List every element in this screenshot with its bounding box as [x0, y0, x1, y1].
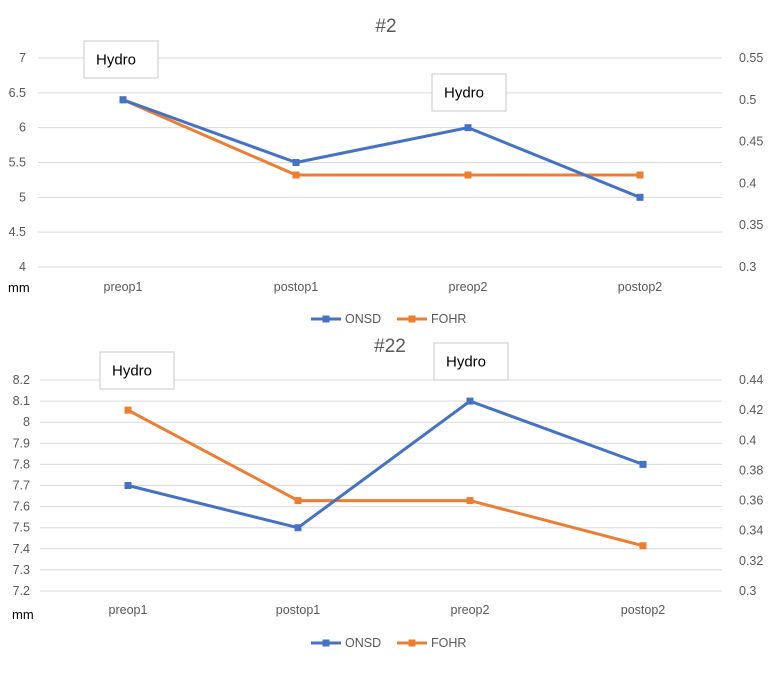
legend-item-onsd: ONSD [311, 312, 381, 326]
annotation-callout: Hydro [431, 73, 507, 112]
chart-title: #2 [375, 16, 396, 37]
y-right-tick-label: 0.45 [739, 135, 763, 149]
y-left-tick-label: 7.4 [13, 542, 30, 556]
data-point-onsd [636, 193, 644, 201]
legend-item-onsd: ONSD [311, 636, 381, 650]
y-left-tick-label: 7.3 [13, 563, 30, 577]
y-left-tick-label: 7 [19, 51, 26, 65]
y-right-tick-label: 0.4 [739, 433, 756, 447]
y-left-tick-label: 4.5 [9, 225, 26, 239]
y-left-tick-label: 6.5 [9, 86, 26, 100]
data-point-onsd [292, 159, 300, 166]
series-line-fohr [127, 408, 644, 548]
y-right-tick-label: 0.36 [739, 494, 763, 508]
annotation-box [99, 351, 175, 390]
annotation-box [83, 40, 159, 79]
y-right-tick-label: 0.4 [739, 176, 756, 190]
y-right-tick-label: 0.34 [739, 524, 763, 538]
legend-label: ONSD [345, 636, 381, 650]
y-right-tick-label: 0.32 [739, 554, 763, 568]
data-point-fohr [292, 171, 300, 179]
annotation-callout: Hydro [433, 342, 509, 381]
legend-swatch-marker [322, 315, 330, 323]
data-point-fohr [124, 406, 132, 414]
y-left-tick-label: 6 [19, 121, 26, 135]
data-point-onsd [294, 524, 302, 532]
legend: ONSD FOHR [311, 312, 466, 326]
legend: ONSD FOHR [311, 636, 466, 650]
legend-item-fohr: FOHR [397, 636, 466, 650]
y-unit-label: mm [12, 607, 34, 622]
data-point-fohr [466, 497, 474, 505]
y-right-tick-label: 0.5 [739, 93, 756, 107]
y-left-tick-label: 7.7 [13, 479, 30, 493]
legend-swatch-marker [408, 315, 416, 323]
data-point-onsd [639, 460, 647, 468]
y-left-tick-label: 4 [19, 260, 26, 274]
legend-label: FOHR [431, 636, 466, 650]
data-point-fohr [636, 171, 644, 179]
y-left-tick-label: 5 [19, 190, 26, 204]
chart-title: #22 [374, 336, 406, 357]
chart-2: #22 7.2 7.3 7.4 7.5 7.6 7.7 7.8 7.9 8 8.1 8.2 0.3 0.3… [12, 336, 763, 650]
x-category-label: postop2 [621, 603, 666, 617]
y-left-tick-label: 7.6 [13, 500, 30, 514]
y-left-tick-label: 7.5 [13, 521, 30, 535]
legend-swatch-marker [408, 639, 416, 647]
annotation-box [431, 73, 507, 112]
y-right-tick-label: 0.38 [739, 463, 763, 477]
annotation-callout: Hydro [83, 40, 159, 79]
x-category-label: postop1 [274, 280, 319, 294]
y-left-tick-label: 8.2 [13, 373, 30, 387]
annotation-callout: Hydro [99, 351, 175, 390]
y-right-tick-label: 0.44 [739, 373, 763, 387]
y-left-tick-label: 8 [23, 415, 30, 429]
data-point-onsd [119, 96, 127, 104]
legend-label: ONSD [345, 312, 381, 326]
y-left-tick-label: 7.2 [13, 584, 30, 598]
y-unit-label: mm [8, 280, 30, 295]
annotation-box [433, 342, 509, 381]
y-left-tick-label: 7.8 [13, 457, 30, 471]
y-left-tick-label: 7.9 [13, 436, 30, 450]
y-right-tick-label: 0.3 [739, 584, 756, 598]
data-point-onsd [464, 124, 472, 132]
series-line-onsd [127, 399, 644, 530]
x-category-label: postop1 [276, 603, 321, 617]
y-right-tick-label: 0.3 [739, 260, 756, 274]
annotation-label: Hydro [446, 354, 486, 371]
data-point-fohr [294, 497, 302, 505]
y-left-tick-label: 5.5 [9, 156, 26, 170]
data-point-onsd [124, 482, 132, 489]
x-category-label: preop1 [109, 603, 148, 617]
y-left-tick-label: 8.1 [13, 394, 30, 408]
y-right-tick-label: 0.55 [739, 51, 763, 65]
data-point-fohr [639, 542, 647, 550]
annotation-label: Hydro [96, 52, 136, 69]
legend-item-fohr: FOHR [397, 312, 466, 326]
legend-swatch-marker [322, 639, 330, 647]
y-right-tick-label: 0.35 [739, 218, 763, 232]
x-category-label: preop2 [449, 280, 488, 294]
data-point-onsd [466, 397, 474, 405]
annotation-label: Hydro [444, 85, 484, 102]
annotation-label: Hydro [112, 363, 152, 380]
chart-1: #2 4 4.5 5 5.5 6 6.5 7 0.3 0.35 0.4 0.45 0.5 0.55 preo… [8, 16, 763, 326]
x-category-label: postop2 [618, 280, 663, 294]
series-line-onsd [122, 98, 641, 199]
y-right-tick-label: 0.42 [739, 403, 763, 417]
series-line-fohr [122, 98, 640, 177]
x-category-label: preop2 [451, 603, 490, 617]
legend-label: FOHR [431, 312, 466, 326]
x-category-label: preop1 [104, 280, 143, 294]
data-point-fohr [464, 171, 472, 179]
